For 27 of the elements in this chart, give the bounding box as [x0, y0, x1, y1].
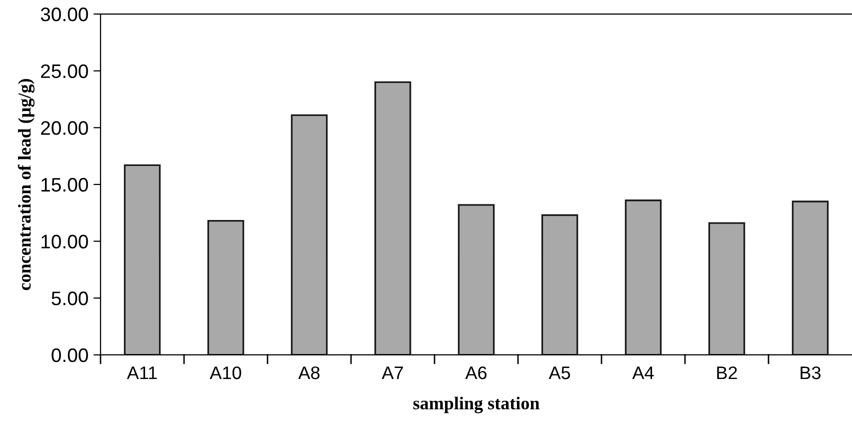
bar — [207, 220, 244, 355]
x-tick-label: A4 — [632, 366, 654, 380]
bar — [374, 81, 412, 355]
bar — [541, 214, 578, 355]
x-tick-label: A7 — [382, 366, 403, 380]
x-tick-label: B3 — [800, 366, 820, 380]
y-tick-label: 5.00 — [52, 292, 88, 306]
x-tick-label: A10 — [210, 366, 242, 380]
x-axis-title: sampling station — [413, 396, 540, 414]
x-tick-label: A6 — [465, 366, 487, 380]
y-axis-title: concentration of lead (µg/g) — [18, 79, 35, 290]
y-tick-label: 30.00 — [40, 8, 88, 22]
y-tick-label: 0.00 — [52, 348, 88, 362]
x-tick-label: A11 — [126, 366, 157, 380]
bar — [124, 164, 161, 355]
y-tick-label: 20.00 — [41, 121, 88, 135]
x-tick-label: A8 — [298, 366, 320, 380]
y-tick-label: 10.00 — [42, 234, 88, 248]
x-tick-label: A5 — [548, 366, 570, 380]
x-tick-label: B2 — [717, 366, 737, 380]
bar — [708, 222, 746, 355]
bar — [458, 204, 495, 355]
y-tick-label: 25.00 — [41, 64, 88, 78]
bar — [624, 200, 662, 355]
bar — [290, 114, 328, 355]
bar — [792, 200, 829, 355]
y-tick-label: 15.00 — [42, 178, 88, 192]
